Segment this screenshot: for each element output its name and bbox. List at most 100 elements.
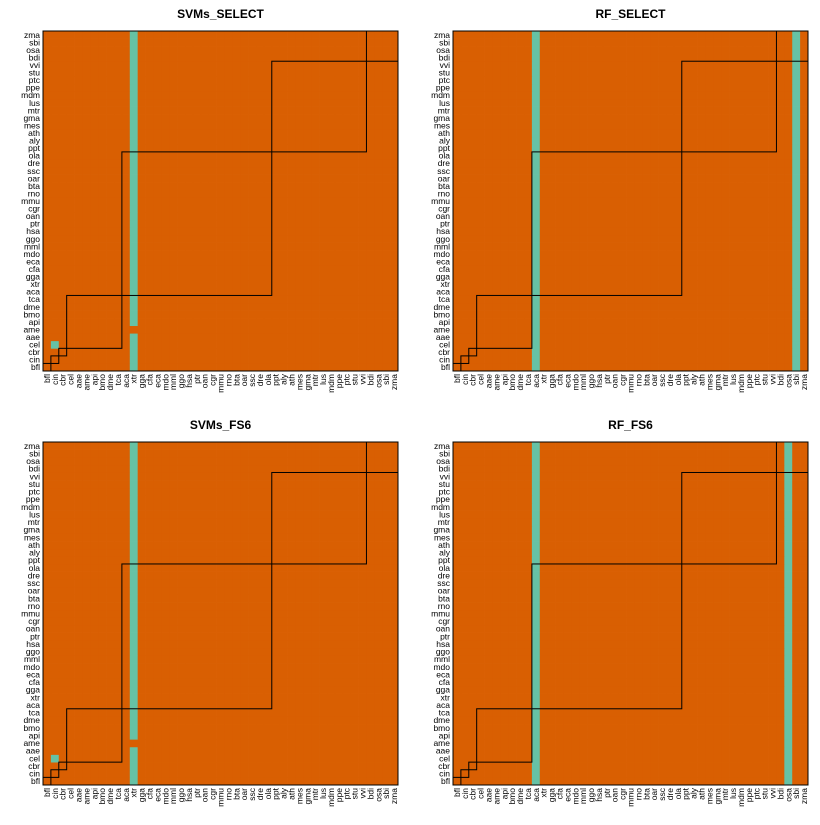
- heatmap-cell: [169, 310, 178, 319]
- heatmap-cell: [137, 121, 146, 130]
- heatmap-cell: [390, 189, 399, 198]
- heatmap-cell: [800, 235, 809, 243]
- heatmap-cell: [279, 678, 288, 687]
- heatmap-cell: [390, 685, 399, 694]
- heatmap-cell: [295, 678, 304, 687]
- heatmap-cell: [90, 708, 99, 717]
- heatmap-cell: [263, 340, 273, 349]
- heatmap-cell: [642, 121, 651, 130]
- heatmap-cell: [114, 693, 123, 702]
- heatmap-cell: [129, 340, 139, 349]
- heatmap-cell: [271, 68, 281, 77]
- heatmap-cell: [539, 212, 549, 221]
- heatmap-cell: [673, 280, 683, 289]
- heatmap-cell: [208, 685, 217, 694]
- heatmap-cell: [752, 219, 762, 228]
- heatmap-cell: [618, 99, 627, 107]
- heatmap-cell: [768, 333, 777, 342]
- heatmap-cell: [705, 46, 714, 55]
- heatmap-cell: [271, 746, 281, 755]
- heatmap-cell: [492, 31, 501, 39]
- heatmap-cell: [468, 31, 478, 39]
- heatmap-cell: [216, 716, 225, 725]
- heatmap-cell: [185, 701, 194, 710]
- heatmap-cell: [792, 136, 801, 145]
- x-tick-label: sbi: [791, 374, 801, 385]
- heatmap-cell: [579, 257, 588, 266]
- heatmap-cell: [342, 303, 352, 311]
- heatmap-cell: [145, 250, 154, 259]
- heatmap-cell: [208, 333, 217, 342]
- heatmap-cell: [43, 777, 52, 786]
- x-tick-label: bdi: [365, 374, 375, 385]
- heatmap-cell: [610, 242, 620, 251]
- heatmap-cell: [216, 204, 225, 213]
- heatmap-cell: [82, 663, 91, 672]
- heatmap-cell: [74, 151, 83, 160]
- heatmap-cell: [327, 762, 336, 771]
- heatmap-cell: [634, 250, 643, 259]
- heatmap-cell: [129, 235, 139, 243]
- heatmap-cell: [602, 280, 612, 289]
- heatmap-cell: [737, 257, 746, 266]
- heatmap-cell: [358, 76, 367, 85]
- heatmap-cell: [185, 295, 194, 304]
- heatmap-cell: [232, 136, 241, 145]
- heatmap-cell: [263, 257, 273, 266]
- heatmap-cell: [492, 272, 501, 281]
- heatmap-cell: [303, 68, 312, 77]
- heatmap-cell: [90, 265, 99, 274]
- heatmap-cell: [200, 61, 210, 70]
- heatmap-cell: [279, 257, 288, 266]
- heatmap-cell: [453, 235, 462, 243]
- heatmap-cell: [311, 265, 320, 274]
- heatmap-cell: [358, 227, 367, 236]
- heatmap-cell: [784, 219, 793, 228]
- heatmap-cell: [729, 257, 738, 266]
- heatmap-cell: [153, 303, 162, 311]
- heatmap-cell: [90, 769, 99, 778]
- heatmap-cell: [279, 280, 288, 289]
- heatmap-cell: [98, 197, 107, 206]
- heatmap-cell: [681, 136, 691, 145]
- heatmap-cell: [563, 53, 572, 62]
- heatmap-cell: [468, 53, 478, 62]
- heatmap-cell: [200, 235, 210, 243]
- heatmap-cell: [524, 272, 533, 281]
- heatmap-cell: [642, 219, 651, 228]
- heatmap-cell: [350, 114, 359, 123]
- heatmap-cell: [153, 724, 162, 732]
- heatmap-cell: [153, 197, 162, 206]
- heatmap-cell: [705, 159, 714, 168]
- heatmap-cell: [626, 31, 635, 39]
- heatmap-cell: [721, 272, 730, 281]
- heatmap-cell: [673, 83, 683, 92]
- heatmap-cell: [366, 212, 375, 221]
- heatmap-cell: [571, 129, 580, 138]
- heatmap-cell: [516, 83, 525, 92]
- heatmap-cell: [642, 295, 651, 304]
- heatmap-cell: [334, 739, 344, 748]
- heatmap-cell: [476, 53, 485, 62]
- heatmap-cell: [650, 53, 659, 62]
- heatmap-cell: [224, 31, 233, 39]
- heatmap-cell: [697, 114, 706, 123]
- heatmap-cell: [358, 724, 367, 732]
- heatmap-cell: [177, 746, 186, 755]
- heatmap-cell: [642, 91, 651, 100]
- heatmap-cell: [705, 121, 714, 130]
- heatmap-cell: [342, 189, 352, 198]
- heatmap-cell: [531, 46, 541, 55]
- heatmap-cell: [161, 777, 170, 786]
- heatmap-cell: [681, 333, 691, 342]
- heatmap-cell: [531, 68, 541, 77]
- heatmap-cell: [153, 83, 162, 92]
- heatmap-cell: [192, 68, 202, 77]
- heatmap-cell: [768, 46, 777, 55]
- heatmap-cell: [697, 250, 706, 259]
- heatmap-cell: [169, 136, 178, 145]
- heatmap-cell: [776, 325, 785, 334]
- heatmap-cell: [121, 46, 131, 55]
- heatmap-cell: [453, 76, 462, 85]
- heatmap-cell: [185, 212, 194, 221]
